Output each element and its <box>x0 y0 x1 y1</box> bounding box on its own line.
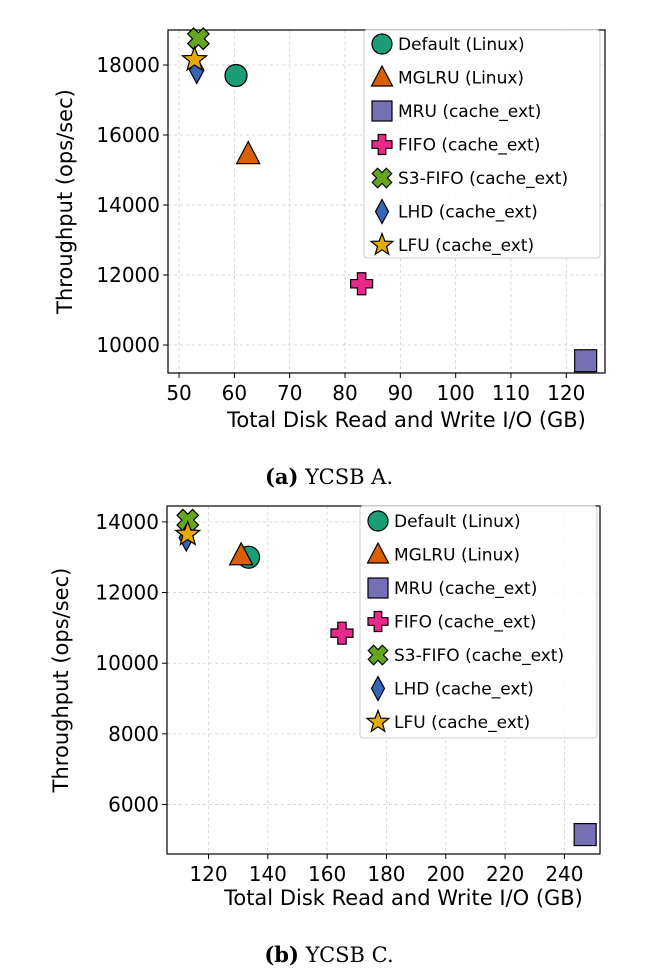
data-point-star <box>174 519 202 546</box>
legend-label: S3-FIFO (cache_ext) <box>398 169 568 189</box>
data-point-circle <box>224 63 248 88</box>
legend-label: LFU (cache_ext) <box>394 713 530 733</box>
x-tick-label: 60 <box>222 381 247 405</box>
caption-text: YCSB A. <box>298 465 393 489</box>
legend-marker-star <box>369 231 395 256</box>
y-axis-label: Throughput (ops/sec) <box>49 568 73 794</box>
legend-marker-plus <box>371 133 393 156</box>
y-axis-label: Throughput (ops/sec) <box>53 89 77 315</box>
legend-marker-plus <box>367 610 389 633</box>
x-tick-label: 70 <box>277 381 302 405</box>
legend-marker-circle <box>371 33 393 55</box>
legend-box <box>359 505 598 739</box>
legend-marker-triangle <box>370 64 394 87</box>
x-tick-label: 100 <box>437 381 475 405</box>
y-tick-label: 16000 <box>96 123 160 147</box>
legend-box <box>363 29 601 259</box>
legend-label: LFU (cache_ext) <box>398 236 534 256</box>
caption-label: (a) <box>265 464 298 489</box>
x-tick-label: 80 <box>332 381 357 405</box>
y-tick-label: 14000 <box>96 193 160 217</box>
y-tick-label: 10000 <box>95 651 159 675</box>
legend-marker-x <box>371 167 393 189</box>
data-point-star <box>180 45 209 72</box>
data-point-triangle <box>228 541 254 566</box>
x-tick-label: 50 <box>166 381 191 405</box>
x-tick-label: 180 <box>367 862 405 886</box>
x-axis-label: Total Disk Read and Write I/O (GB) <box>226 408 586 432</box>
caption-text: YCSB C. <box>299 943 394 967</box>
legend-marker-x <box>367 644 389 666</box>
y-tick-label: 10000 <box>96 333 160 357</box>
y-tick-label: 12000 <box>95 581 159 605</box>
x-tick-label: 120 <box>189 862 227 886</box>
legend-label: MGLRU (Linux) <box>398 69 524 89</box>
y-tick-label: 12000 <box>96 263 160 287</box>
legend-label: Default (Linux) <box>394 512 521 532</box>
figure-caption: (a) YCSB A. <box>265 464 393 489</box>
figure-caption: (b) YCSB C. <box>264 942 393 967</box>
legend-marker-square <box>371 100 393 122</box>
legend-label: S3-FIFO (cache_ext) <box>394 646 564 666</box>
data-point-x <box>186 27 211 51</box>
data-point-plus <box>350 272 374 296</box>
legend-label: FIFO (cache_ext) <box>394 613 536 633</box>
x-tick-label: 200 <box>427 862 465 886</box>
legend-marker-square <box>367 577 389 599</box>
y-tick-label: 14000 <box>95 510 159 534</box>
x-tick-label: 240 <box>545 862 583 886</box>
x-axis-label: Total Disk Read and Write I/O (GB) <box>223 886 583 910</box>
x-tick-label: 220 <box>486 862 524 886</box>
data-point-square <box>574 349 598 373</box>
legend-marker-circle <box>367 510 389 532</box>
legend-label: LHD (cache_ext) <box>394 680 534 700</box>
legend: Default (Linux) MGLRU (Linux) MRU (cache_e… <box>359 505 598 739</box>
y-tick-label: 8000 <box>108 722 159 746</box>
x-tick-label: 160 <box>308 862 346 886</box>
legend-marker-triangle <box>366 541 390 564</box>
legend-label: MGLRU (Linux) <box>394 546 520 566</box>
legend-marker-star <box>365 708 391 733</box>
x-tick-label: 120 <box>547 381 585 405</box>
data-point-triangle <box>235 140 261 165</box>
caption-label: (b) <box>264 942 299 967</box>
legend-label: FIFO (cache_ext) <box>398 136 540 156</box>
y-tick-label: 6000 <box>108 793 159 817</box>
x-tick-label: 140 <box>249 862 287 886</box>
legend-marker-diamond <box>370 675 386 702</box>
chart-b: 120 140 160 180 200 220 240 6000 8000 10000 12000 1… <box>49 505 601 967</box>
x-tick-label: 90 <box>388 381 413 405</box>
x-tick-label: 110 <box>492 381 530 405</box>
legend-label: LHD (cache_ext) <box>398 203 538 223</box>
legend-label: MRU (cache_ext) <box>394 579 537 599</box>
chart-a: 50 60 70 80 90 100 110 120 10000 12000 14000 16000 1… <box>53 27 606 489</box>
legend-label: Default (Linux) <box>398 35 525 55</box>
data-point-plus <box>330 621 354 645</box>
y-tick-label: 18000 <box>96 53 160 77</box>
legend-label: MRU (cache_ext) <box>398 102 541 122</box>
legend: Default (Linux) MGLRU (Linux) MRU (cache_e… <box>363 29 601 259</box>
data-point-square <box>573 822 597 847</box>
legend-marker-diamond <box>374 198 390 225</box>
